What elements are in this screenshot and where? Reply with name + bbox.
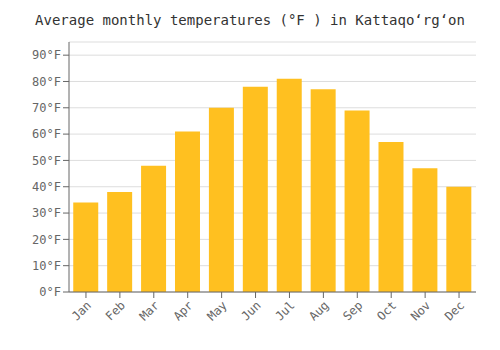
svg-text:70°F: 70°F — [32, 101, 61, 115]
svg-text:50°F: 50°F — [32, 154, 61, 168]
svg-text:20°F: 20°F — [32, 233, 61, 247]
svg-text:Oct: Oct — [374, 298, 399, 323]
svg-text:Apr: Apr — [171, 298, 196, 323]
svg-text:Aug: Aug — [306, 298, 331, 323]
svg-text:Nov: Nov — [408, 298, 433, 323]
svg-text:40°F: 40°F — [32, 180, 61, 194]
svg-text:90°F: 90°F — [32, 48, 61, 62]
svg-text:Dec: Dec — [442, 298, 467, 323]
svg-text:Mar: Mar — [137, 298, 162, 323]
svg-text:Jan: Jan — [69, 298, 94, 323]
svg-text:Feb: Feb — [103, 298, 128, 323]
svg-text:Jul: Jul — [272, 298, 297, 323]
svg-text:Jun: Jun — [238, 298, 263, 323]
svg-text:May: May — [205, 298, 230, 323]
svg-text:Sep: Sep — [340, 298, 365, 323]
svg-text:0°F: 0°F — [39, 285, 61, 299]
svg-text:30°F: 30°F — [32, 206, 61, 220]
html-text:Average monthly temperatures (: Average monthly temperatures (°F ) in Ka… — [35, 12, 465, 28]
svg-text:60°F: 60°F — [32, 127, 61, 141]
svg-text:10°F: 10°F — [32, 259, 61, 273]
svg-text:80°F: 80°F — [32, 75, 61, 89]
